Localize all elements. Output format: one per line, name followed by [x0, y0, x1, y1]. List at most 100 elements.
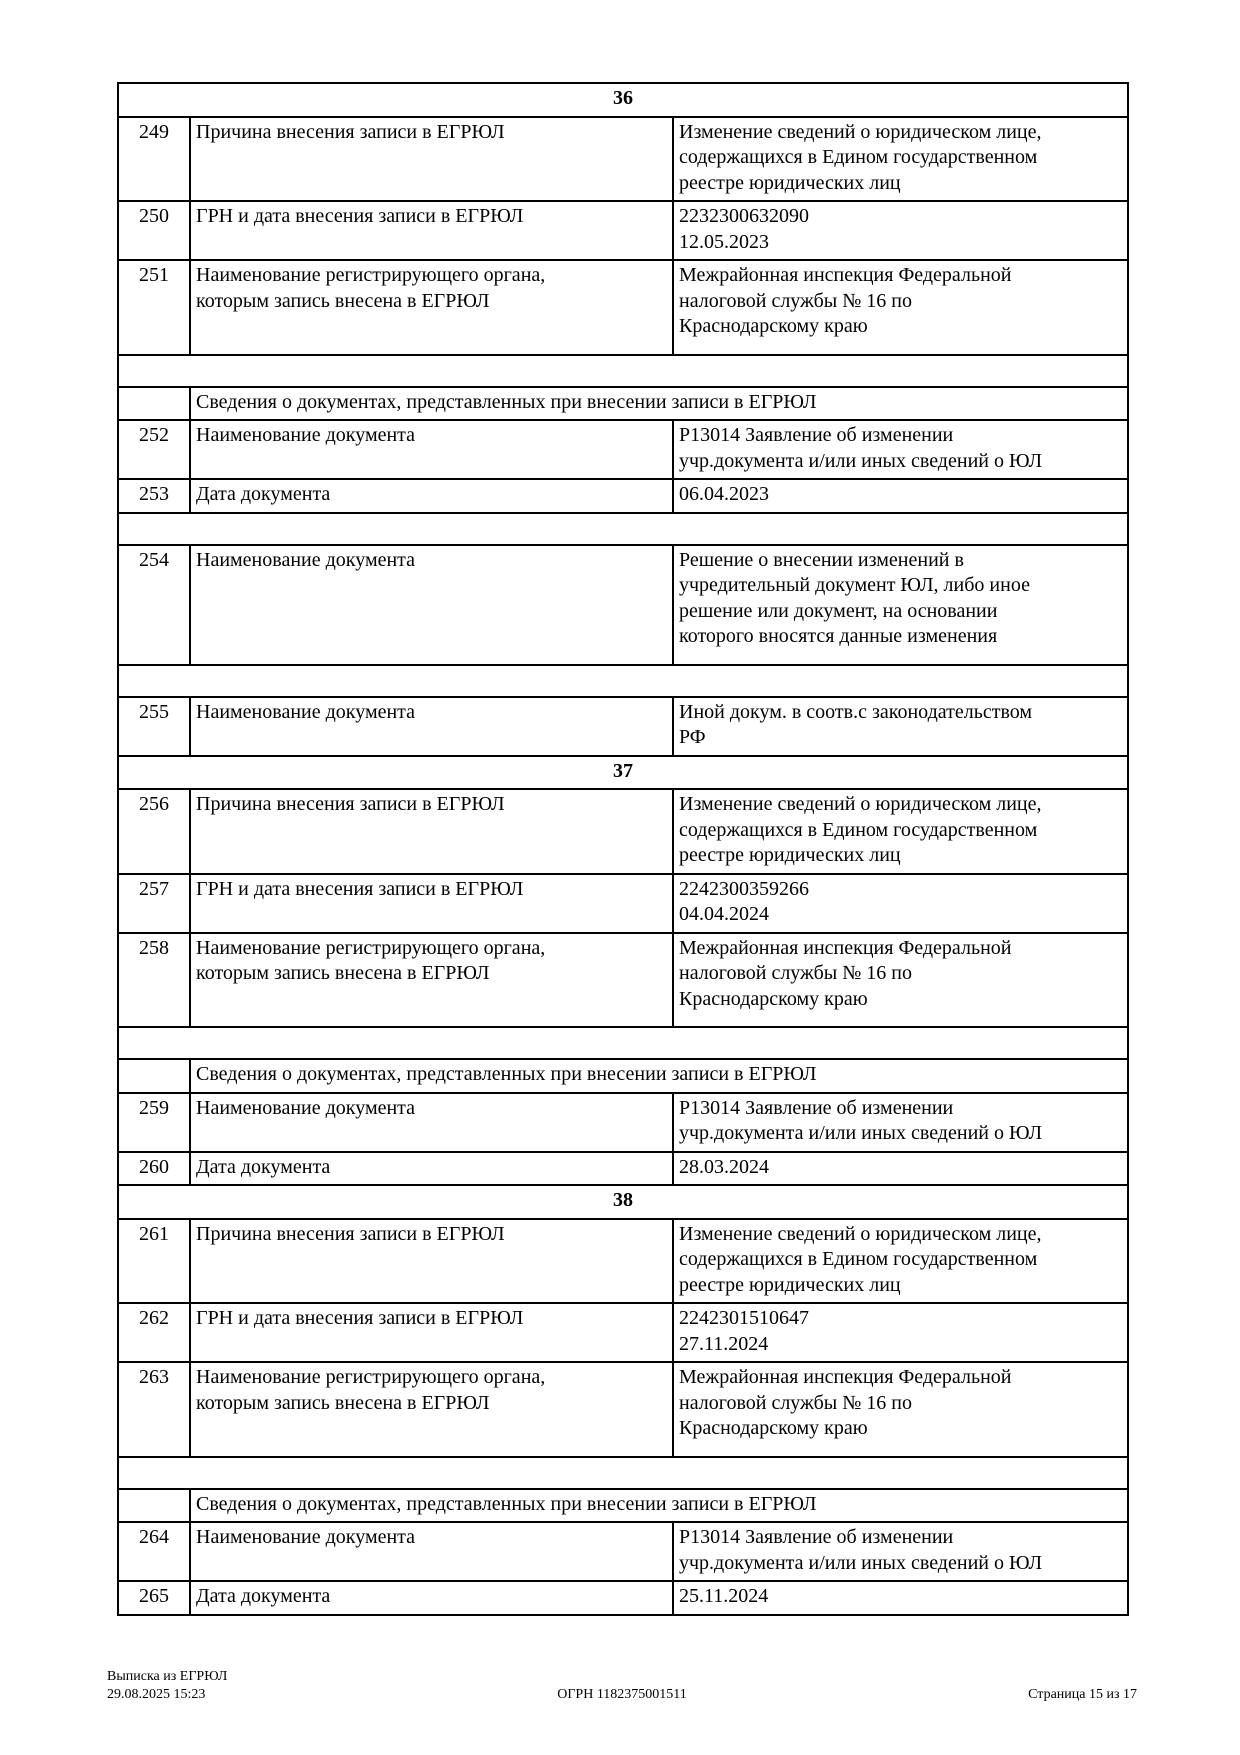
record-value-cell: Межрайонная инспекция Федеральной налогов… [672, 259, 1129, 356]
spacer-row [117, 353, 1129, 388]
record-label-cell: ГРН и дата внесения записи в ЕГРЮЛ [189, 200, 674, 261]
record-label-line: Дата документа [196, 483, 331, 505]
record-label-cell: Наименование документа [189, 1091, 674, 1153]
footer-doc-type: Выписка из ЕГРЮЛ [107, 1669, 228, 1684]
documents-subheader: Сведения о документах, представленных пр… [189, 1058, 1129, 1094]
record-row: 252 Наименование документа Р13014 Заявлени… [117, 419, 1129, 480]
record-value-line: налоговой службы № 16 по [679, 289, 912, 312]
spacer-cell [117, 663, 1129, 698]
record-label-cell: Дата документа [189, 1150, 674, 1186]
record-number-cell: 258 [117, 931, 191, 1028]
spacer-row [117, 511, 1129, 546]
record-row: 251 Наименование регистрирующего органа, к… [117, 259, 1129, 356]
record-value-line: Межрайонная инспекция Федеральной [679, 264, 1012, 286]
record-label-line: Наименование документа [196, 1096, 416, 1119]
record-row: 254 Наименование документа Решение о внесе… [117, 543, 1129, 666]
record-value-line: Изменение сведений о юридическом лице, [679, 793, 1042, 815]
record-row: 257 ГРН и дата внесения записи в ЕГРЮЛ 224… [117, 872, 1129, 934]
record-value-cell: Решение о внесении изменений в учредитель… [672, 543, 1129, 666]
record-number-cell: 255 [117, 695, 191, 757]
record-label-line: ГРН и дата внесения записи в ЕГРЮЛ [196, 205, 524, 227]
documents-subheader: Сведения о документах, представленных пр… [189, 385, 1129, 421]
section-number: 37 [117, 754, 1129, 790]
record-label-cell: Наименование документа [189, 419, 674, 480]
empty-number-cell [117, 1058, 191, 1094]
record-label-cell: ГРН и дата внесения записи в ЕГРЮЛ [189, 872, 674, 934]
record-row: 260 Дата документа 28.03.2024 [117, 1150, 1129, 1186]
record-value-cell: Р13014 Заявление об изменении учр.докумен… [672, 419, 1129, 480]
record-label-line: которым запись внесена в ЕГРЮЛ [196, 962, 490, 984]
footer-left: Выписка из ЕГРЮЛ 29.08.2025 15:23 [107, 1668, 227, 1704]
record-label-line: Дата документа [196, 1155, 331, 1178]
record-value-cell: Р13014 Заявление об изменении учр.докумен… [672, 1091, 1129, 1153]
record-number-cell: 261 [117, 1217, 191, 1304]
record-label-cell: Причина внесения записи в ЕГРЮЛ [189, 115, 674, 202]
record-value-line: 2242300359266 [679, 877, 809, 900]
record-value-cell: 06.04.2023 [672, 478, 1129, 514]
record-value-line: Решение о внесении изменений в [679, 548, 964, 571]
record-value-cell: Р13014 Заявление об изменении учр.докумен… [672, 1521, 1129, 1582]
record-value-line: 2242301510647 [679, 1307, 809, 1329]
record-number-cell: 253 [117, 478, 191, 514]
egrul-records-table: 36 249 Причина внесения записи в ЕГРЮЛ Изме… [117, 82, 1129, 1616]
record-label-line: которым запись внесена в ЕГРЮЛ [196, 1391, 490, 1414]
record-value-cell: Изменение сведений о юридическом лице, со… [672, 115, 1129, 202]
record-value-cell: 28.03.2024 [672, 1150, 1129, 1186]
record-label-cell: ГРН и дата внесения записи в ЕГРЮЛ [189, 1302, 674, 1363]
section-number-row: 37 [117, 754, 1129, 790]
record-value-cell: Изменение сведений о юридическом лице, со… [672, 788, 1129, 875]
record-label-line: ГРН и дата внесения записи в ЕГРЮЛ [196, 877, 524, 900]
documents-subheader: Сведения о документах, представленных пр… [189, 1487, 1129, 1523]
record-label-cell: Причина внесения записи в ЕГРЮЛ [189, 1217, 674, 1304]
record-value-line: налоговой службы № 16 по [679, 962, 912, 984]
record-label-line: Наименование регистрирующего органа, [196, 1366, 546, 1388]
record-label-line: Причина внесения записи в ЕГРЮЛ [196, 793, 505, 815]
record-value-line: реестре юридических лиц [679, 1273, 901, 1296]
record-row: 261 Причина внесения записи в ЕГРЮЛ Измене… [117, 1217, 1129, 1304]
record-value-line: налоговой службы № 16 по [679, 1391, 912, 1414]
record-value-line: Р13014 Заявление об изменении [679, 1096, 954, 1119]
record-label-line: Наименование документа [196, 1526, 416, 1548]
record-label-line: которым запись внесена в ЕГРЮЛ [196, 289, 490, 312]
record-value-line: учр.документа и/или иных сведений о ЮЛ [679, 1122, 1043, 1144]
record-number-cell: 259 [117, 1091, 191, 1153]
section-number-row: 36 [117, 82, 1129, 118]
record-value-cell: 2242300359266 04.04.2024 [672, 872, 1129, 934]
record-label-cell: Наименование регистрирующего органа, кото… [189, 931, 674, 1028]
spacer-cell [117, 353, 1129, 388]
documents-subheader-row: Сведения о документах, представленных пр… [117, 385, 1129, 421]
record-number-cell: 251 [117, 259, 191, 356]
record-value-line: Межрайонная инспекция Федеральной [679, 1366, 1012, 1388]
record-value-line: решение или документ, на основании [679, 599, 998, 622]
record-label-line: Наименование документа [196, 700, 416, 723]
record-row: 259 Наименование документа Р13014 Заявлени… [117, 1091, 1129, 1153]
record-number-cell: 257 [117, 872, 191, 934]
record-value-line: содержащихся в Едином государственном [679, 1248, 1038, 1270]
record-value-line: 06.04.2023 [679, 483, 769, 505]
record-value-cell: 2242301510647 27.11.2024 [672, 1302, 1129, 1363]
record-row: 258 Наименование регистрирующего органа, к… [117, 931, 1129, 1028]
record-row: 256 Причина внесения записи в ЕГРЮЛ Измене… [117, 788, 1129, 875]
empty-number-cell [117, 1487, 191, 1523]
footer-page-number: Страница 15 из 17 [1028, 1687, 1137, 1702]
record-value-cell: 2232300632090 12.05.2023 [672, 200, 1129, 261]
record-row: 255 Наименование документа Иной докум. в с… [117, 695, 1129, 757]
record-value-line: учр.документа и/или иных сведений о ЮЛ [679, 449, 1043, 472]
record-row: 262 ГРН и дата внесения записи в ЕГРЮЛ 224… [117, 1302, 1129, 1363]
record-value-line: Изменение сведений о юридическом лице, [679, 120, 1042, 143]
record-label-cell: Причина внесения записи в ЕГРЮЛ [189, 788, 674, 875]
footer-ogrn: ОГРН 1182375001511 [557, 1687, 687, 1702]
record-label-cell: Наименование документа [189, 543, 674, 666]
egrul-table-body: 36 249 Причина внесения записи в ЕГРЮЛ Изме… [117, 82, 1129, 1616]
record-label-cell: Дата документа [189, 1580, 674, 1616]
record-value-line: 28.03.2024 [679, 1155, 769, 1178]
record-label-line: ГРН и дата внесения записи в ЕГРЮЛ [196, 1307, 524, 1329]
record-value-cell: 25.11.2024 [672, 1580, 1129, 1616]
record-number-cell: 249 [117, 115, 191, 202]
spacer-cell [117, 511, 1129, 546]
record-value-line: Р13014 Заявление об изменении [679, 424, 954, 446]
record-number-cell: 262 [117, 1302, 191, 1363]
record-value-line: учр.документа и/или иных сведений о ЮЛ [679, 1551, 1043, 1574]
record-label-cell: Дата документа [189, 478, 674, 514]
